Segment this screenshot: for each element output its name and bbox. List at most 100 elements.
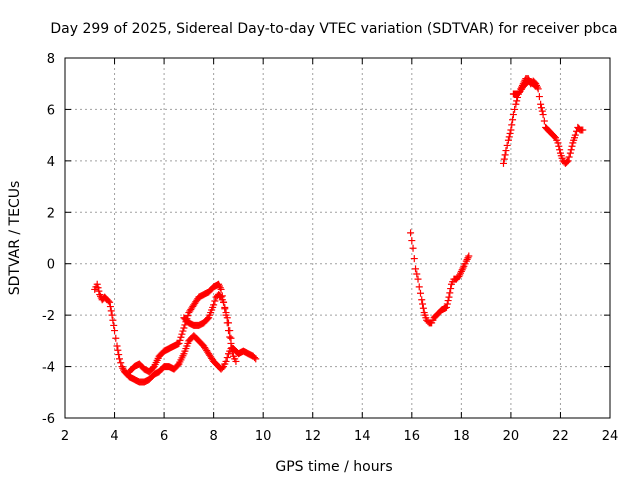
- data-point: [218, 364, 226, 372]
- data-point: [512, 100, 520, 108]
- data-point: [443, 303, 450, 311]
- data-point: [455, 273, 463, 281]
- data-point: [503, 141, 511, 149]
- data-point: [502, 147, 510, 155]
- data-point: [555, 142, 563, 150]
- data-point: [215, 280, 223, 288]
- data-point: [179, 327, 187, 335]
- data-point: [444, 297, 452, 305]
- data-point: [210, 301, 218, 309]
- data-point: [408, 237, 416, 245]
- data-point: [407, 229, 415, 237]
- data-point: [106, 303, 114, 311]
- data-point: [215, 291, 223, 299]
- data-point: [537, 104, 545, 112]
- data-point: [556, 146, 564, 154]
- series-5: [499, 75, 587, 167]
- data-point: [409, 244, 417, 252]
- data-point: [113, 342, 121, 350]
- y-tick-label: 0: [47, 258, 55, 273]
- data-point: [104, 297, 112, 305]
- data-point: [119, 364, 127, 372]
- data-point: [177, 333, 185, 341]
- data-point: [511, 105, 519, 113]
- data-point: [465, 252, 473, 260]
- series-6: [509, 77, 540, 98]
- x-tick-label: 12: [304, 429, 321, 444]
- data-point: [537, 100, 545, 108]
- data-point: [513, 97, 521, 105]
- data-point: [110, 321, 118, 329]
- data-point: [508, 121, 516, 129]
- x-tick-label: 8: [209, 429, 217, 444]
- data-point: [463, 255, 471, 263]
- data-point: [418, 296, 426, 304]
- data-point: [456, 271, 464, 279]
- data-point: [413, 270, 421, 278]
- data-point: [567, 146, 575, 154]
- data-point: [222, 357, 230, 365]
- data-point: [116, 355, 123, 363]
- data-point: [221, 303, 229, 311]
- data-point: [464, 254, 472, 262]
- data-point: [223, 314, 231, 322]
- data-point: [457, 269, 465, 277]
- data-point: [225, 319, 232, 327]
- data-point: [114, 346, 122, 354]
- data-point: [551, 133, 559, 141]
- data-point: [180, 324, 188, 332]
- series-3: [180, 291, 235, 342]
- data-point: [217, 285, 225, 293]
- x-tick-label: 18: [453, 429, 470, 444]
- data-point: [579, 126, 587, 134]
- y-tick-label: -2: [42, 309, 55, 324]
- x-tick-label: 6: [160, 429, 168, 444]
- data-point: [106, 298, 114, 306]
- data-point: [117, 359, 125, 367]
- data-point: [215, 282, 223, 290]
- data-point: [562, 159, 570, 167]
- series-1: [91, 280, 260, 386]
- data-point: [509, 111, 517, 119]
- data-point: [109, 316, 117, 324]
- grid: [65, 58, 610, 418]
- data-point: [539, 111, 547, 119]
- data-point: [501, 151, 509, 159]
- data-point: [566, 149, 574, 157]
- x-tick-label: 2: [61, 429, 69, 444]
- chart-title: Day 299 of 2025, Sidereal Day-to-day VTE…: [50, 21, 617, 37]
- data-point: [507, 126, 515, 134]
- data-point: [500, 155, 508, 163]
- data-point: [410, 255, 418, 263]
- data-point: [220, 298, 228, 306]
- data-points: [91, 75, 587, 386]
- data-point: [226, 327, 234, 335]
- series-4: [407, 229, 473, 327]
- data-point: [447, 285, 455, 293]
- data-point: [94, 284, 102, 292]
- data-point: [93, 280, 101, 288]
- data-point: [95, 287, 103, 295]
- y-axis-title: SDTVAR / TECUs: [7, 181, 23, 296]
- data-point: [540, 117, 548, 125]
- data-point: [571, 131, 579, 139]
- data-point: [554, 139, 562, 147]
- plot-frame: [64, 57, 611, 419]
- data-point: [506, 129, 514, 137]
- data-point: [419, 300, 427, 308]
- data-point: [419, 304, 427, 312]
- data-point: [416, 289, 424, 297]
- data-point: [446, 289, 454, 297]
- data-point: [532, 82, 540, 90]
- y-tick-label: -4: [42, 361, 55, 376]
- data-point: [445, 293, 453, 301]
- data-point: [462, 257, 470, 265]
- data-point: [564, 157, 572, 165]
- x-tick-label: 10: [255, 429, 272, 444]
- x-tick-label: 4: [110, 429, 118, 444]
- data-point: [415, 283, 423, 291]
- data-point: [175, 339, 183, 347]
- data-point: [176, 336, 184, 344]
